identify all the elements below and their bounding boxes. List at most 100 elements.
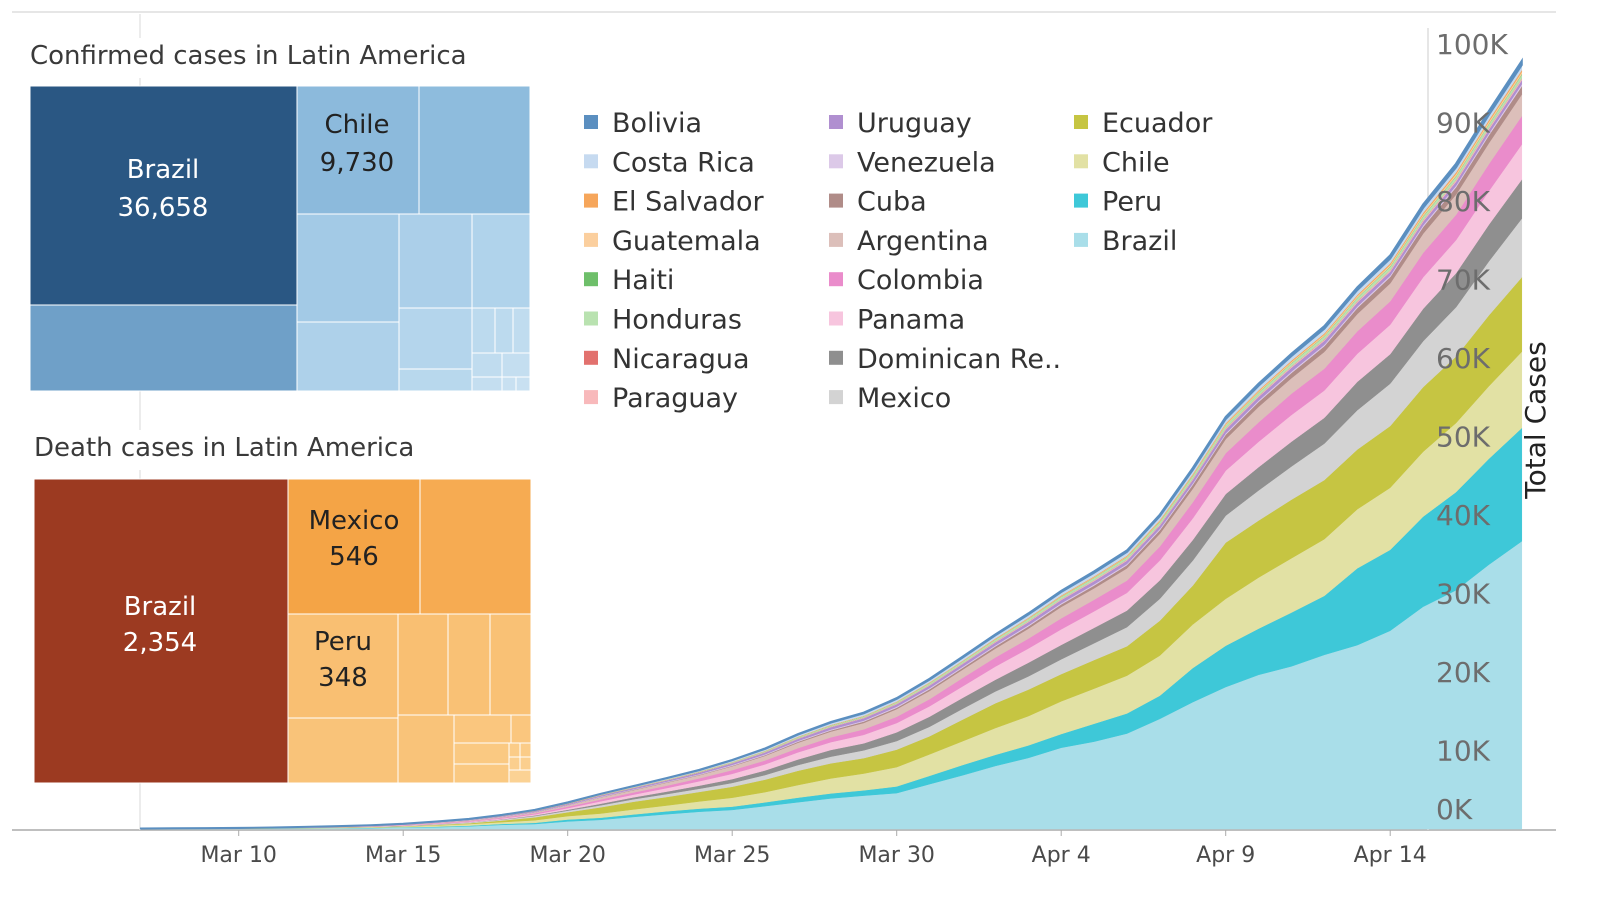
legend-label[interactable]: Bolivia — [612, 108, 702, 139]
treemap-cell — [397, 613, 449, 716]
treemap-cell — [519, 742, 532, 758]
legend-label[interactable]: Panama — [857, 305, 965, 336]
y-tick-label: 20K — [1436, 656, 1491, 689]
legend-swatch — [1074, 193, 1088, 208]
tm2-mexico-value: 546 — [329, 542, 379, 572]
tm1-brazil-value: 36,658 — [118, 193, 209, 223]
treemap-cell-mexico — [287, 478, 421, 615]
treemap-cell — [397, 714, 455, 784]
y-axis-title: Total Cases — [1519, 341, 1552, 499]
treemap-cell — [512, 307, 531, 354]
legend-swatch — [584, 272, 598, 287]
legend-label[interactable]: Paraguay — [612, 383, 738, 414]
treemap-cell — [510, 714, 532, 744]
legend-label[interactable]: Haiti — [612, 265, 674, 296]
treemap-cell — [296, 321, 400, 392]
legend-label[interactable]: Honduras — [612, 305, 742, 336]
legend-label[interactable]: Colombia — [857, 265, 984, 296]
treemap-cell — [508, 742, 521, 758]
legend-swatch — [829, 272, 843, 287]
legend-swatch — [829, 350, 843, 365]
y-tick-label: 0K — [1436, 793, 1473, 826]
treemap-cell-peru — [287, 613, 399, 719]
x-tick-label: Mar 15 — [365, 843, 442, 868]
legend-swatch — [1074, 232, 1088, 247]
treemap-cell — [489, 613, 532, 716]
legend-swatch — [584, 154, 598, 169]
legend-label[interactable]: Chile — [1102, 147, 1170, 178]
tm2-peru-label: Peru — [314, 627, 372, 657]
x-tick-label: Apr 14 — [1354, 843, 1427, 868]
area-series-bolivia — [139, 57, 1523, 830]
treemap-cell — [453, 742, 510, 765]
legend-label[interactable]: Cuba — [857, 187, 927, 218]
treemap-cell-brazil — [33, 478, 289, 784]
y-tick-label: 100K — [1436, 28, 1508, 61]
treemap-cell-brazil — [29, 85, 298, 306]
treemap-cell — [471, 376, 503, 392]
treemap-cell — [29, 304, 298, 392]
y-tick-label: 30K — [1436, 578, 1491, 611]
x-tick-label: Mar 20 — [529, 843, 606, 868]
x-tick-label: Apr 9 — [1196, 843, 1255, 868]
x-tick-label: Apr 4 — [1032, 843, 1091, 868]
legend-label[interactable]: Venezuela — [857, 147, 996, 178]
legend-label[interactable]: El Salvador — [612, 187, 765, 218]
y-tick-label: 80K — [1436, 185, 1491, 218]
legend: Bolivia Costa Rica El Salvador Guatemala Hai… — [584, 108, 1213, 414]
legend-label[interactable]: Peru — [1102, 187, 1162, 218]
legend-label[interactable]: Uruguay — [857, 108, 972, 139]
legend-label[interactable]: Ecuador — [1102, 108, 1213, 139]
treemap-cell — [287, 717, 399, 784]
legend-swatch — [829, 193, 843, 208]
tm2-mexico-label: Mexico — [309, 506, 400, 536]
legend-swatch — [584, 390, 598, 405]
tm1-chile-value: 9,730 — [320, 148, 394, 178]
legend-label[interactable]: Argentina — [857, 226, 989, 257]
tm1-chile-label: Chile — [324, 110, 389, 140]
legend-label[interactable]: Dominican Re.. — [857, 344, 1061, 375]
y-tick-label: 70K — [1436, 264, 1491, 297]
legend-swatch — [1074, 154, 1088, 169]
tm2-brazil-value: 2,354 — [123, 628, 197, 658]
legend-swatch — [829, 115, 843, 129]
treemap-cell-chile — [296, 85, 420, 215]
death-treemap: Death cases in Latin America Brazil 2,35… — [30, 430, 532, 784]
legend-label[interactable]: Costa Rica — [612, 147, 755, 178]
legend-label[interactable]: Mexico — [857, 383, 951, 414]
treemap-cell — [501, 376, 517, 392]
legend-label[interactable]: Brazil — [1102, 226, 1177, 257]
x-tick-label: Mar 25 — [694, 843, 771, 868]
treemap-cell — [471, 307, 496, 354]
treemap-cell — [494, 307, 514, 354]
legend-swatch — [584, 232, 598, 247]
treemap-cell — [398, 307, 473, 370]
y-tick-label: 40K — [1436, 499, 1491, 532]
treemap-cell — [508, 769, 532, 784]
legend-label[interactable]: Nicaragua — [612, 344, 750, 375]
tm1-brazil-label: Brazil — [127, 155, 200, 185]
legend-swatch — [584, 193, 598, 208]
confirmed-cells — [29, 85, 531, 392]
y-tick-label: 10K — [1436, 735, 1491, 768]
y-tick-label: 60K — [1436, 342, 1491, 375]
treemap-cell — [471, 213, 531, 309]
x-tick-group: Mar 10 Mar 15 Mar 20 Mar 25 Mar 30 Apr 4 Apr 9… — [200, 830, 1427, 868]
legend-swatch — [584, 350, 598, 365]
treemap-cell — [515, 376, 531, 392]
y-tick-group: 0K 10K 20K 30K 40K 50K 60K 70K 80K 90K 100K — [1436, 28, 1508, 826]
treemap-cell — [453, 763, 510, 784]
treemap-cell — [519, 756, 532, 771]
treemap-cell — [508, 756, 521, 771]
treemap-cell — [418, 85, 531, 215]
death-cells — [33, 478, 532, 784]
treemap-cell — [471, 352, 503, 378]
x-tick-label: Mar 30 — [858, 843, 935, 868]
treemap-cell — [453, 714, 512, 744]
legend-label[interactable]: Guatemala — [612, 226, 761, 257]
tm2-peru-value: 348 — [318, 663, 368, 693]
death-title-bg — [30, 430, 460, 470]
treemap-cell — [398, 213, 473, 309]
treemap-cell — [447, 613, 491, 716]
